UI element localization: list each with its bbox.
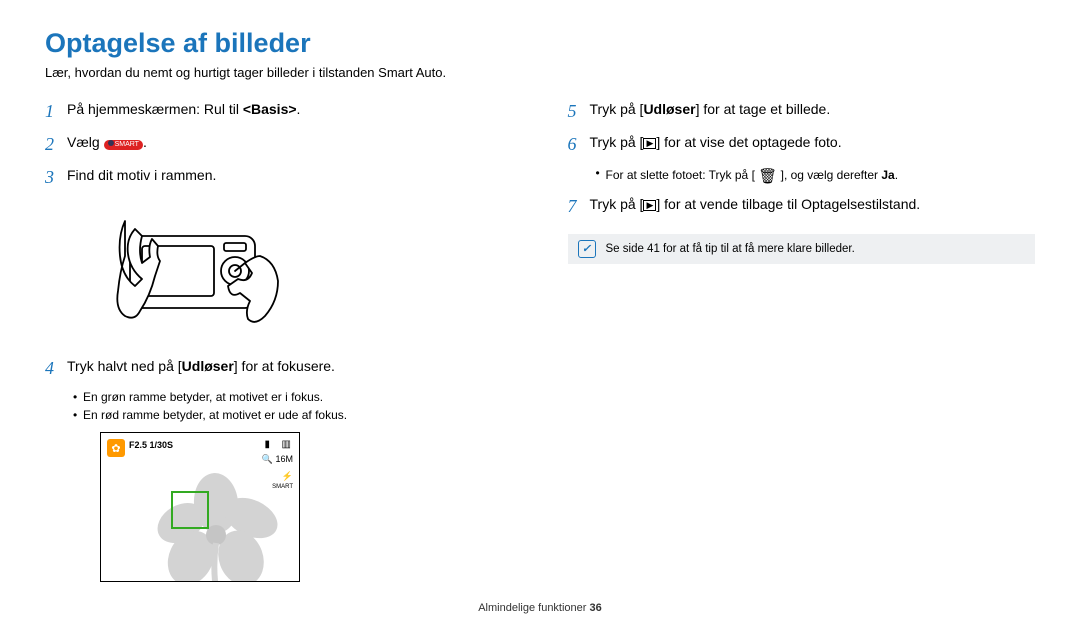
battery-icon: ▮ ▥ xyxy=(264,439,293,450)
step-number: 7 xyxy=(568,193,590,220)
step-number: 1 xyxy=(45,98,67,125)
left-column: 1 På hjemmeskærmen: Rul til <Basis>. 2 V… xyxy=(45,98,513,582)
right-column: 5 Tryk på [Udløser] for at tage et bille… xyxy=(568,98,1036,582)
step-text: Tryk på [▶] for at vende tilbage til Opt… xyxy=(590,193,1036,215)
camera-illustration xyxy=(100,201,290,341)
step-text: Find dit motiv i rammen. xyxy=(67,164,513,186)
step-1: 1 På hjemmeskærmen: Rul til <Basis>. xyxy=(45,98,513,125)
step-number: 2 xyxy=(45,131,67,158)
step-text: Vælg SMART. xyxy=(67,131,513,153)
step-6: 6 Tryk på [▶] for at vise det optagede f… xyxy=(568,131,1036,158)
exposure-text: F2.5 1/30S xyxy=(129,440,173,450)
trash-icon: 🗑 xyxy=(758,168,777,185)
note-box: ✓ Se side 41 for at få tip til at få mer… xyxy=(568,234,1036,264)
step-2: 2 Vælg SMART. xyxy=(45,131,513,158)
step-text: Tryk på [Udløser] for at tage et billede… xyxy=(590,98,1036,120)
step-7: 7 Tryk på [▶] for at vende tilbage til O… xyxy=(568,193,1036,220)
step-4-bullets: En grøn ramme betyder, at motivet er i f… xyxy=(73,388,513,424)
smart-badge-icon: SMART xyxy=(104,140,143,150)
camera-screen-illustration: ✿ F2.5 1/30S ▮ ▥ 🔍 16M ⚡ SMART xyxy=(100,432,300,582)
step-number: 6 xyxy=(568,131,590,158)
content-columns: 1 På hjemmeskærmen: Rul til <Basis>. 2 V… xyxy=(45,98,1035,582)
step-text: På hjemmeskærmen: Rul til <Basis>. xyxy=(67,98,513,120)
step-number: 4 xyxy=(45,355,67,382)
page-title: Optagelse af billeder xyxy=(45,28,1035,59)
bullet-item: En rød ramme betyder, at motivet er ude … xyxy=(73,406,513,424)
bullet-item: For at slette fotoet: Tryk på [ 🗑 ], og … xyxy=(596,164,1036,187)
step-3: 3 Find dit motiv i rammen. xyxy=(45,164,513,191)
note-icon: ✓ xyxy=(578,240,596,258)
focus-box xyxy=(171,491,209,529)
step-number: 5 xyxy=(568,98,590,125)
bullet-item: En grøn ramme betyder, at motivet er i f… xyxy=(73,388,513,406)
note-text: Se side 41 for at få tip til at få mere … xyxy=(606,243,855,255)
step-6-bullets: For at slette fotoet: Tryk på [ 🗑 ], og … xyxy=(596,164,1036,187)
step-text: Tryk på [▶] for at vise det optagede fot… xyxy=(590,131,1036,153)
page-footer: Almindelige funktioner 36 xyxy=(0,602,1080,614)
step-5: 5 Tryk på [Udløser] for at tage et bille… xyxy=(568,98,1036,125)
play-icon: ▶ xyxy=(643,138,656,149)
play-icon: ▶ xyxy=(643,200,656,211)
step-number: 3 xyxy=(45,164,67,191)
step-4: 4 Tryk halvt ned på [Udløser] for at fok… xyxy=(45,355,513,382)
screen-right-icons: 🔍 16M ⚡ SMART xyxy=(262,453,293,492)
page-subtitle: Lær, hvordan du nemt og hurtigt tager bi… xyxy=(45,65,1035,80)
step-text: Tryk halvt ned på [Udløser] for at fokus… xyxy=(67,355,513,377)
macro-icon: ✿ xyxy=(107,439,125,457)
